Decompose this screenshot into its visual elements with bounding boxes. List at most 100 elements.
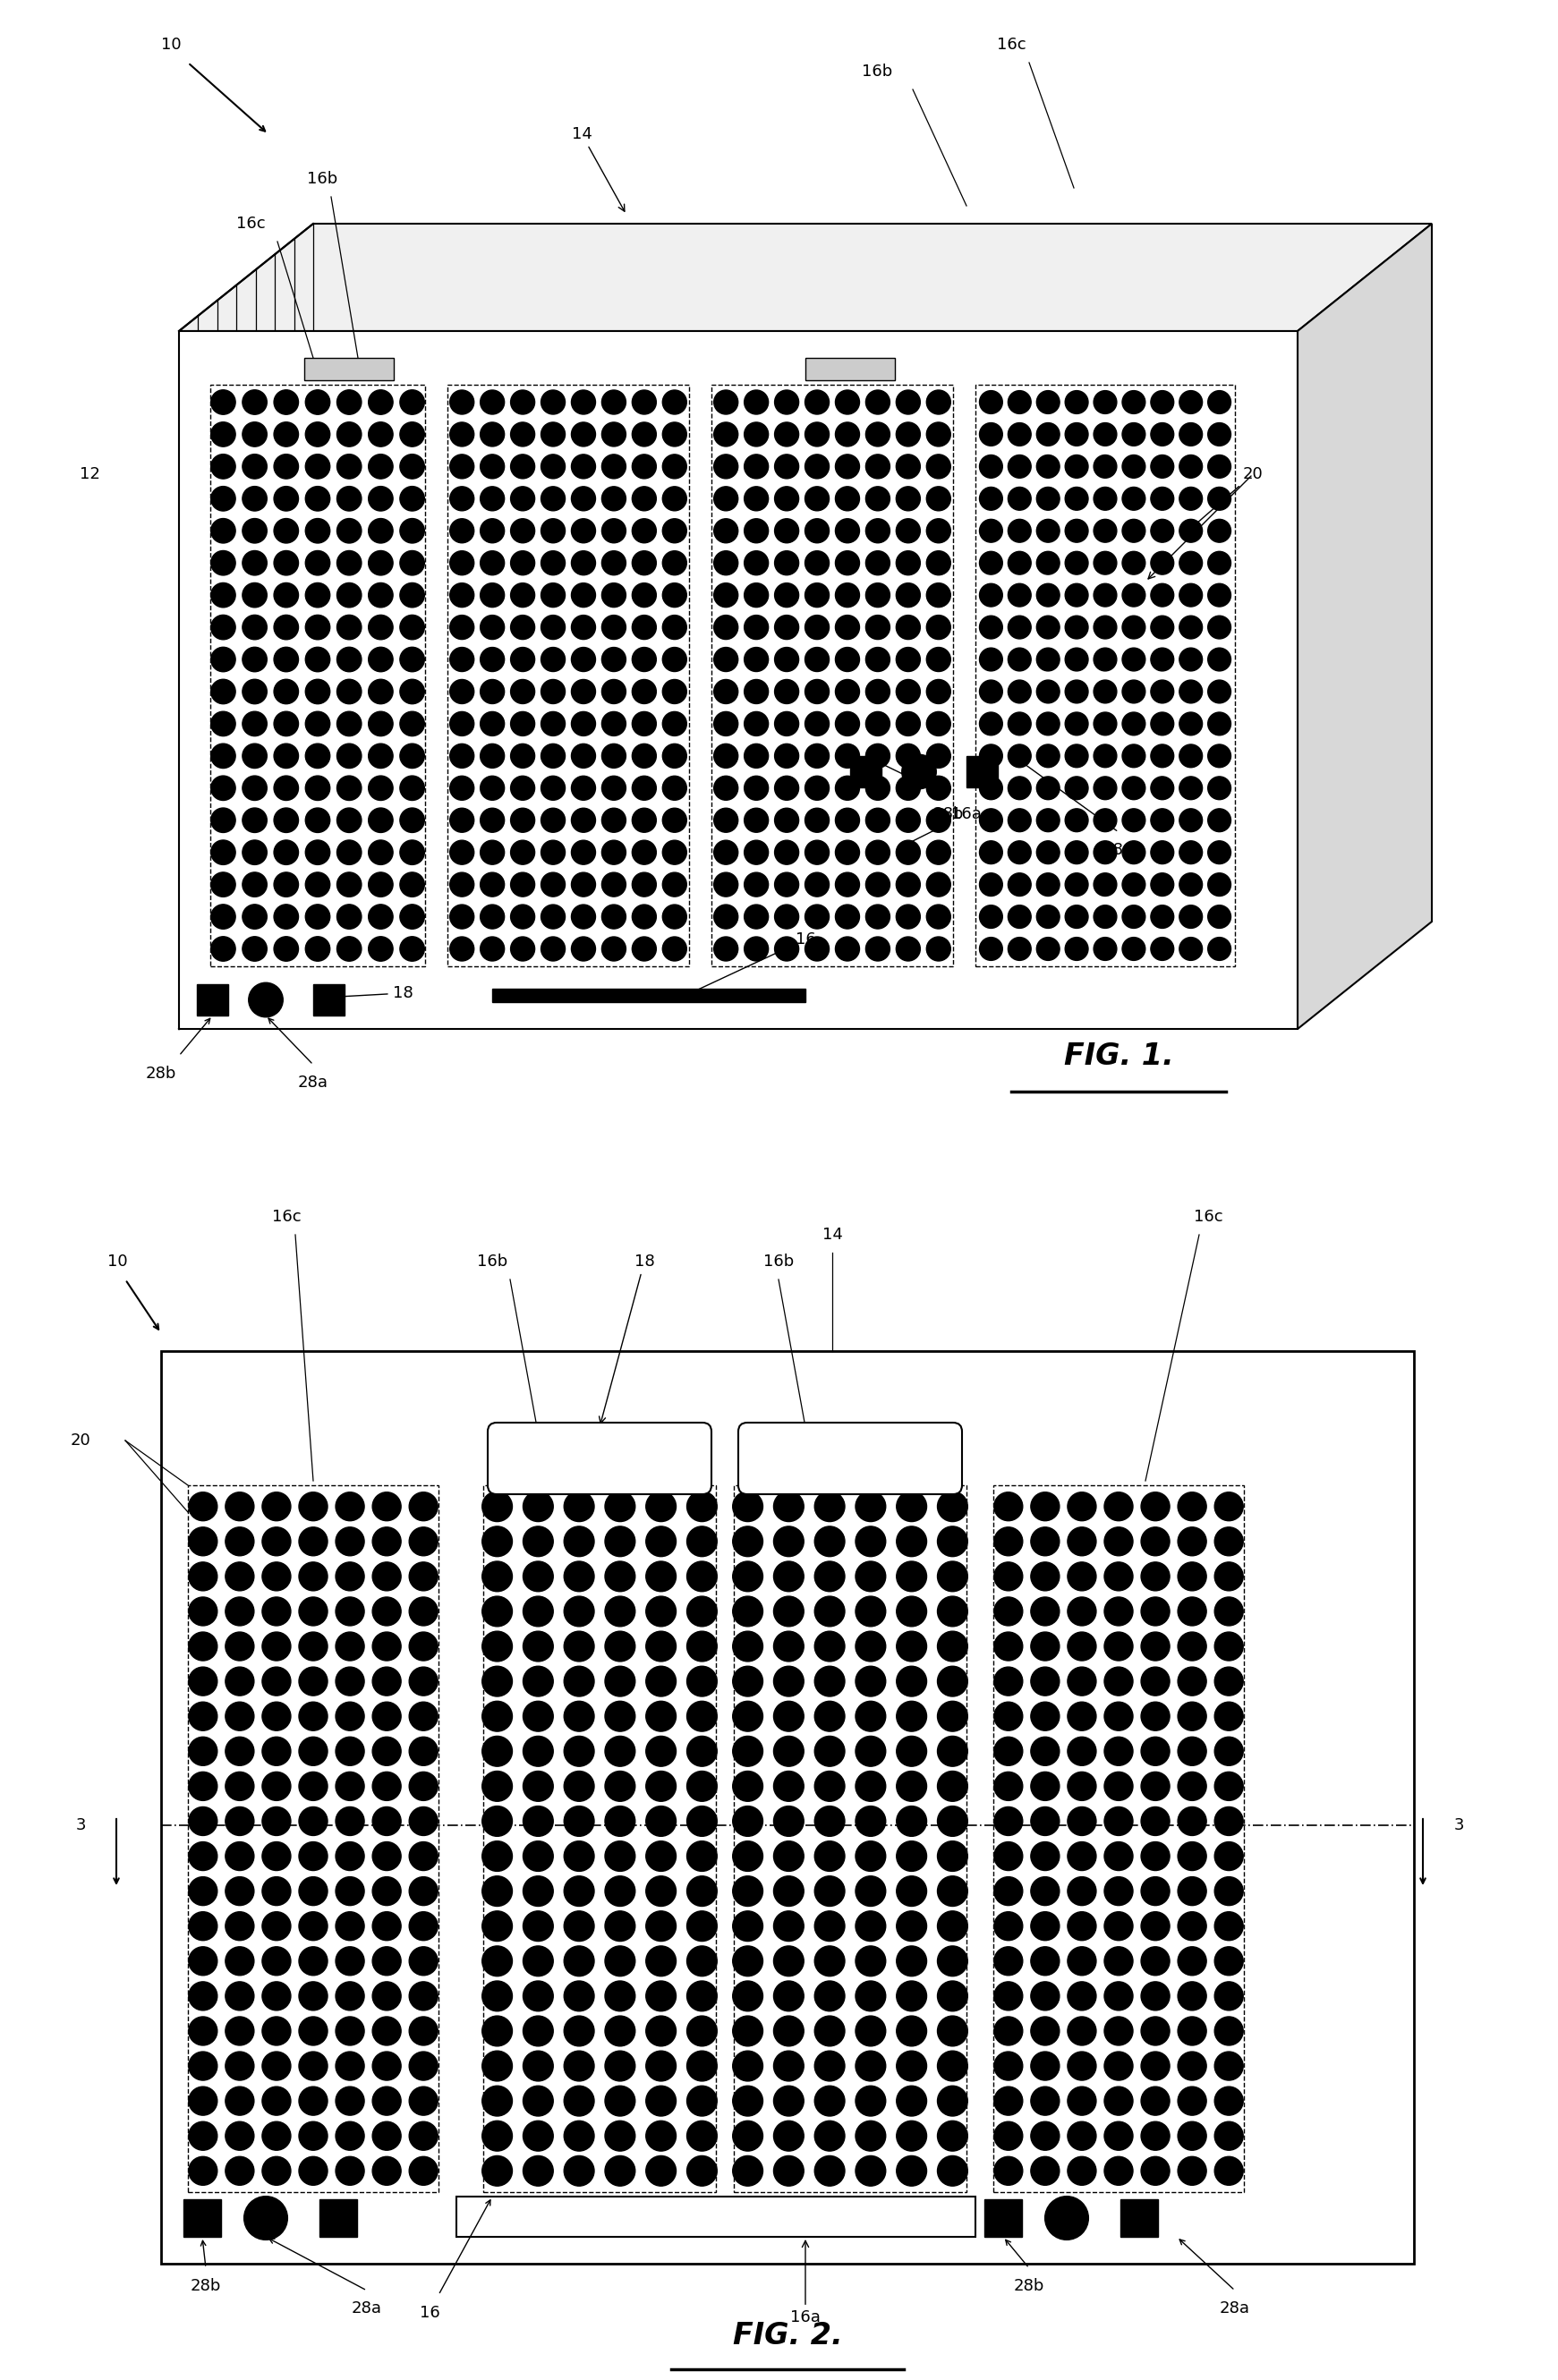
Circle shape	[835, 712, 860, 735]
Circle shape	[835, 904, 860, 928]
Circle shape	[481, 1771, 513, 1802]
Bar	[210, 386, 425, 966]
Bar	[1120, 2199, 1158, 2237]
Circle shape	[1151, 583, 1173, 607]
Circle shape	[481, 2016, 513, 2047]
Circle shape	[511, 745, 534, 769]
Circle shape	[335, 1878, 365, 1906]
Circle shape	[1066, 904, 1087, 928]
Circle shape	[896, 2121, 927, 2152]
Circle shape	[572, 390, 595, 414]
Circle shape	[815, 1947, 844, 1975]
Circle shape	[1066, 873, 1087, 897]
Circle shape	[335, 1773, 365, 1802]
Circle shape	[1215, 2052, 1243, 2080]
Circle shape	[1105, 1878, 1133, 1906]
Circle shape	[1066, 552, 1087, 574]
Circle shape	[1036, 616, 1059, 638]
Circle shape	[337, 807, 361, 833]
Circle shape	[1179, 424, 1203, 445]
Circle shape	[226, 2052, 254, 2080]
Circle shape	[815, 1806, 844, 1837]
Circle shape	[368, 807, 393, 833]
Circle shape	[481, 1492, 513, 1521]
Circle shape	[480, 583, 505, 607]
Circle shape	[243, 550, 266, 576]
Circle shape	[400, 776, 424, 800]
Circle shape	[400, 390, 424, 414]
Circle shape	[1207, 840, 1231, 864]
Circle shape	[262, 1702, 291, 1730]
Circle shape	[337, 712, 361, 735]
Circle shape	[210, 519, 235, 543]
Circle shape	[337, 873, 361, 897]
Circle shape	[774, 809, 799, 833]
Text: 14: 14	[572, 126, 625, 212]
Circle shape	[896, 904, 921, 928]
Circle shape	[564, 1597, 594, 1626]
Circle shape	[774, 2121, 804, 2152]
Circle shape	[994, 1561, 1022, 1590]
Circle shape	[564, 1842, 594, 1871]
Circle shape	[774, 1526, 804, 1557]
Circle shape	[633, 614, 656, 640]
Circle shape	[210, 873, 235, 897]
Circle shape	[805, 421, 829, 447]
Circle shape	[732, 1980, 763, 2011]
Circle shape	[572, 421, 595, 447]
Circle shape	[1031, 2052, 1059, 2080]
Circle shape	[480, 938, 505, 962]
Circle shape	[647, 1806, 676, 1837]
Circle shape	[1179, 519, 1203, 543]
Circle shape	[927, 681, 950, 704]
Circle shape	[1122, 390, 1145, 414]
Circle shape	[980, 424, 1002, 445]
Circle shape	[687, 2085, 717, 2116]
Circle shape	[299, 1561, 327, 1590]
Circle shape	[732, 1492, 763, 1521]
Circle shape	[564, 2121, 594, 2152]
Circle shape	[335, 1911, 365, 1940]
Circle shape	[410, 2156, 438, 2185]
Circle shape	[337, 614, 361, 640]
Circle shape	[541, 390, 566, 414]
Circle shape	[855, 1630, 885, 1661]
Circle shape	[1215, 1806, 1243, 1835]
Circle shape	[299, 1947, 327, 1975]
Circle shape	[605, 1842, 636, 1871]
Circle shape	[938, 1492, 968, 1521]
Circle shape	[1067, 2156, 1097, 2185]
Circle shape	[732, 1666, 763, 1697]
Circle shape	[1094, 647, 1117, 671]
Text: 28a: 28a	[1103, 843, 1134, 859]
Circle shape	[938, 1630, 968, 1661]
Circle shape	[714, 486, 738, 512]
Circle shape	[299, 2016, 327, 2044]
Circle shape	[815, 2156, 844, 2185]
Circle shape	[774, 1702, 804, 1730]
Circle shape	[866, 550, 890, 576]
Circle shape	[243, 807, 266, 833]
Circle shape	[189, 2121, 217, 2149]
Circle shape	[523, 1492, 553, 1521]
Circle shape	[714, 390, 738, 414]
Circle shape	[1178, 2121, 1206, 2149]
Circle shape	[774, 2052, 804, 2080]
Circle shape	[994, 1666, 1022, 1695]
Circle shape	[1036, 681, 1059, 702]
Circle shape	[305, 873, 330, 897]
Circle shape	[1105, 2156, 1133, 2185]
Circle shape	[189, 1633, 217, 1661]
Circle shape	[511, 776, 534, 800]
Circle shape	[687, 2121, 717, 2152]
Circle shape	[1067, 2087, 1097, 2116]
Bar	[985, 2199, 1022, 2237]
Circle shape	[541, 486, 566, 512]
Circle shape	[896, 1771, 927, 1802]
Circle shape	[687, 1597, 717, 1626]
Circle shape	[523, 1842, 553, 1871]
Bar	[805, 357, 894, 381]
Circle shape	[774, 712, 799, 735]
Circle shape	[774, 1947, 804, 1975]
Circle shape	[815, 1666, 844, 1697]
